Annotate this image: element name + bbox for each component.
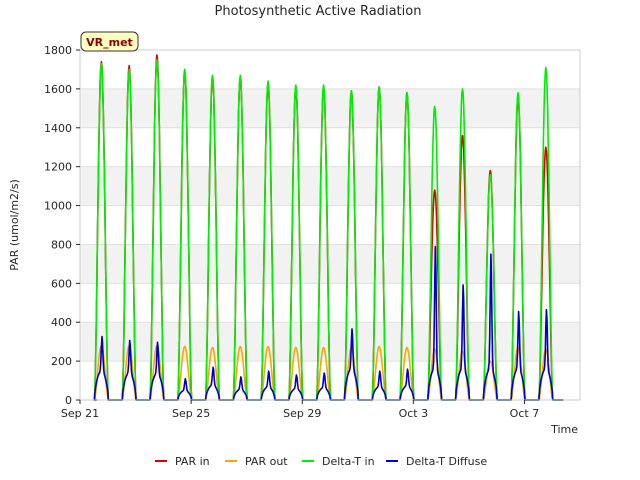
y-tick-label: 1800 — [44, 44, 72, 57]
y-tick-label: 400 — [51, 316, 72, 329]
y-tick-label: 0 — [65, 394, 72, 407]
legend: PAR in PAR out Delta-T in Delta-T Diffuse — [155, 455, 487, 468]
series-delta-t-in — [93, 58, 564, 401]
legend-item: PAR in — [155, 455, 210, 468]
x-axis: Sep 21 Sep 25 Sep 29 Oct 3 Oct 7 — [61, 400, 539, 420]
y-tick-label: 1200 — [44, 161, 72, 174]
legend-label: Delta-T Diffuse — [406, 455, 487, 468]
site-badge-label: VR_met — [86, 36, 133, 49]
site-badge: VR_met — [80, 31, 139, 52]
grid-bands — [80, 88, 580, 362]
legend-item: Delta-T Diffuse — [386, 455, 487, 468]
y-axis-label: PAR (umol/m2/s) — [8, 179, 21, 271]
y-tick-label: 1000 — [44, 200, 72, 213]
y-tick-label: 800 — [51, 238, 72, 251]
x-tick-label: Oct 7 — [510, 407, 540, 420]
grid-band — [80, 166, 580, 206]
x-tick-label: Sep 29 — [283, 407, 321, 420]
series-layer — [93, 54, 564, 401]
y-tick-label: 600 — [51, 277, 72, 290]
x-tick-label: Sep 25 — [172, 407, 210, 420]
site-badge-box — [80, 31, 139, 52]
y-tick-label: 1400 — [44, 122, 72, 135]
plot-frame — [79, 49, 581, 401]
legend-item: PAR out — [225, 455, 288, 468]
legend-label: Delta-T in — [322, 455, 375, 468]
x-tick-label: Sep 21 — [61, 407, 99, 420]
x-tick-label: Oct 3 — [399, 407, 429, 420]
y-tick-label: 1600 — [44, 83, 72, 96]
series-line — [93, 245, 564, 401]
y-axis: 0 200 400 600 800 1000 1200 1400 1600 1800 — [44, 44, 80, 407]
grid-band — [80, 88, 580, 128]
x-axis-label: Time — [550, 423, 578, 436]
legend-item: Delta-T in — [302, 455, 375, 468]
legend-label: PAR out — [245, 455, 288, 468]
chart-title: Photosynthetic Active Radiation — [215, 4, 422, 19]
legend-label: PAR in — [175, 455, 210, 468]
series-delta-t-diffuse — [93, 245, 564, 401]
y-tick-label: 200 — [51, 355, 72, 368]
series-line — [93, 58, 564, 401]
grid-band — [80, 244, 580, 284]
